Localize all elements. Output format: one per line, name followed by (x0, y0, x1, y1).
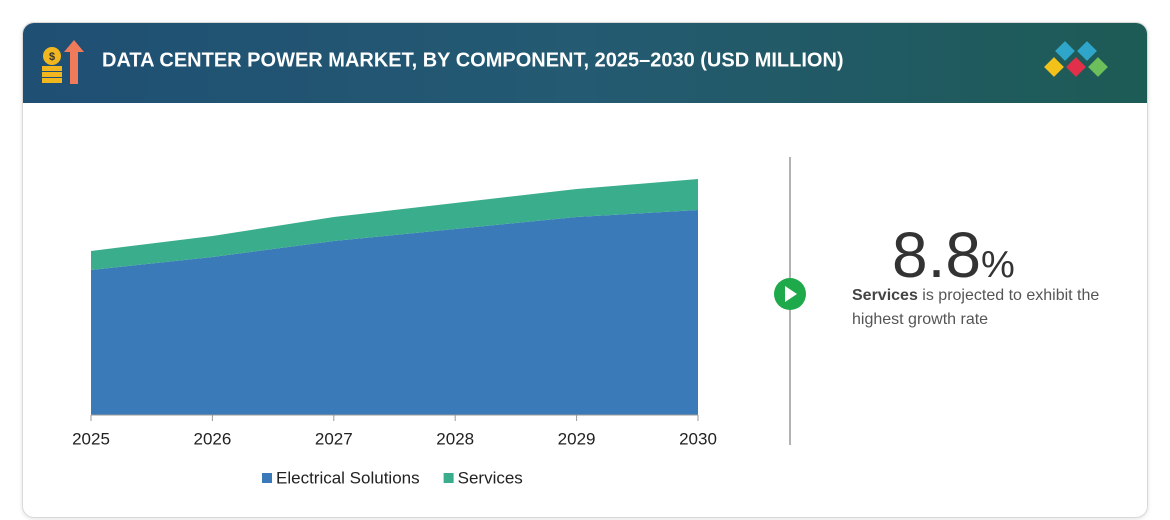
legend-swatch (262, 473, 272, 483)
highlight-number: 8.8 (892, 219, 981, 291)
legend-swatch (443, 473, 454, 483)
legend-label: Electrical Solutions (276, 468, 420, 487)
x-tick-label: 2029 (558, 429, 596, 448)
highlight-unit: % (980, 244, 1015, 286)
highlight-value: 8.8% (892, 218, 1015, 292)
x-tick-label: 2025 (72, 429, 110, 448)
svg-text:$: $ (49, 51, 55, 63)
legend-label: Services (458, 468, 523, 487)
area (91, 179, 698, 270)
play-triangle (785, 286, 797, 302)
highlight-lead: Services (852, 287, 918, 304)
header-band (23, 23, 1147, 103)
chart-title: DATA CENTER POWER MARKET, BY COMPONENT, … (102, 49, 844, 71)
x-tick-label: 2030 (679, 429, 717, 448)
x-tick-label: 2027 (315, 429, 353, 448)
logo (1044, 41, 1108, 77)
area (91, 210, 698, 415)
card (22, 22, 1148, 518)
highlight-text: is projected to exhibit the highest grow… (852, 287, 1100, 328)
header-icon: $ (42, 40, 84, 84)
highlight-note: Services is projected to exhibit the hig… (852, 284, 1122, 332)
x-tick-label: 2028 (436, 429, 474, 448)
x-tick-label: 2026 (193, 429, 231, 448)
